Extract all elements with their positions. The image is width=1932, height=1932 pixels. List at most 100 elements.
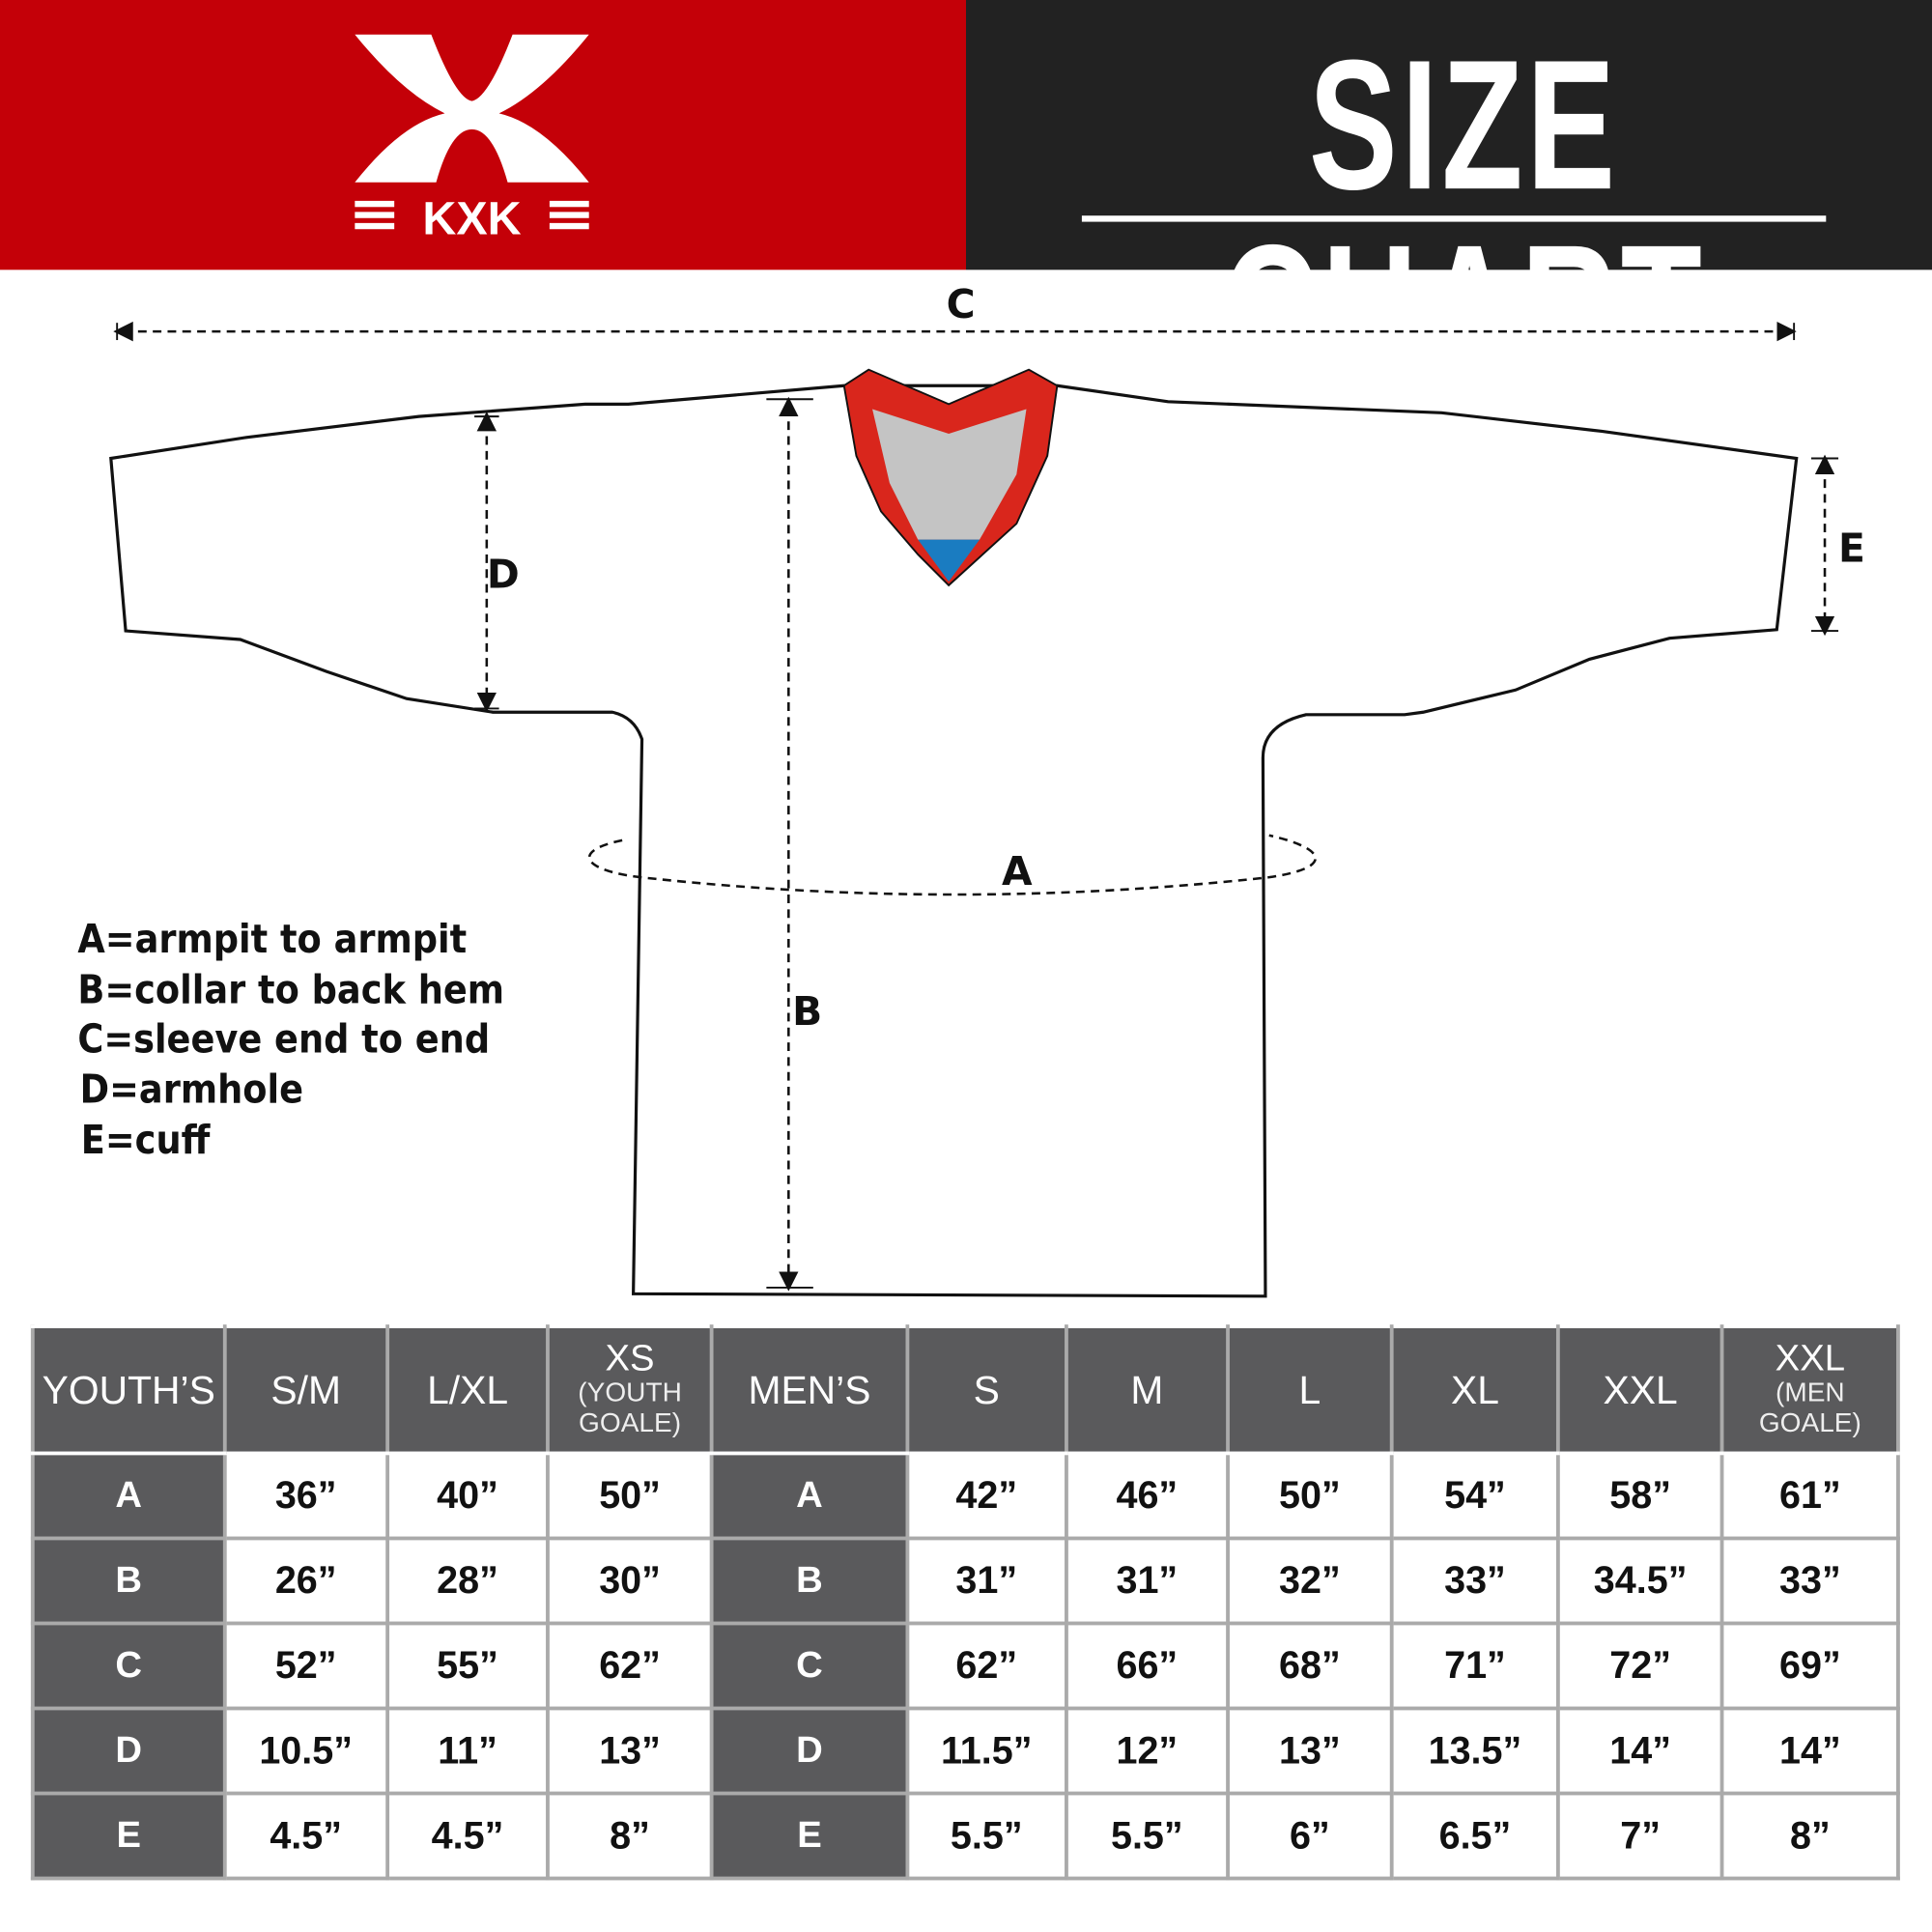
men-size-cell: 8” — [1719, 1791, 1900, 1881]
row-label-men: D — [709, 1706, 910, 1796]
column-header: M — [1064, 1324, 1231, 1456]
column-header-sublabel: (MEN — [1775, 1376, 1845, 1407]
row-label-youth: C — [30, 1621, 227, 1711]
men-size-cell: 54” — [1389, 1451, 1561, 1541]
men-size-cell: 66” — [1064, 1621, 1231, 1711]
men-size-cell: 7” — [1556, 1791, 1724, 1881]
page-title: SIZE CHART — [1222, 20, 1706, 413]
column-header: XS (YOUTH GOALE) — [546, 1324, 714, 1456]
men-size-cell: 69” — [1719, 1621, 1900, 1711]
men-size-cell: 62” — [905, 1621, 1068, 1711]
men-size-cell: 42” — [905, 1451, 1068, 1541]
table-row: C 52” 55” 62” C 62” 66” 68” 71” 72” 69” — [30, 1621, 1900, 1711]
men-size-cell: 58” — [1556, 1451, 1724, 1541]
row-label-youth: A — [30, 1451, 227, 1541]
title-underline — [1081, 215, 1827, 222]
men-size-cell: 12” — [1064, 1706, 1231, 1796]
legend-item: A=armpit to armpit — [77, 915, 468, 963]
youth-size-cell: 50” — [546, 1451, 714, 1541]
men-size-cell: 14” — [1556, 1706, 1724, 1796]
row-label-men: A — [709, 1451, 910, 1541]
youth-size-cell: 55” — [384, 1621, 551, 1711]
legend-item: B=collar to back hem — [77, 965, 505, 1013]
column-header: XXL — [1556, 1324, 1724, 1456]
youth-size-cell: 4.5” — [222, 1791, 389, 1881]
men-size-cell: 61” — [1719, 1451, 1900, 1541]
column-header-label: L/XL — [427, 1367, 509, 1412]
brand-banner: KXK — [0, 0, 966, 270]
measurement-legend: A=armpit to armpit B=collar to back hem … — [77, 914, 504, 1165]
column-header: MEN’S — [709, 1324, 910, 1456]
table-row: D 10.5” 11” 13” D 11.5” 12” 13” 13.5” 14” 14” — [30, 1706, 1900, 1796]
column-header-label: YOUTH’S — [42, 1367, 215, 1412]
column-header-label: XS — [605, 1338, 655, 1379]
table-row: A 36” 40” 50” A 42” 46” 50” 54” 58” 61” — [30, 1451, 1900, 1541]
men-size-cell: 72” — [1556, 1621, 1724, 1711]
column-header-label: S/M — [270, 1367, 341, 1412]
jersey-outline — [109, 384, 1799, 1298]
column-header-label: L — [1298, 1367, 1321, 1412]
men-size-cell: 5.5” — [905, 1791, 1068, 1881]
title-banner — [965, 0, 1932, 270]
row-label-youth: B — [30, 1536, 227, 1626]
legend-item: E=cuff — [80, 1116, 211, 1163]
column-header-sublabel: GOALE) — [579, 1406, 682, 1438]
table-row: B 26” 28” 30” B 31” 31” 32” 33” 34.5” 33” — [30, 1536, 1900, 1626]
men-size-cell: 6” — [1226, 1791, 1394, 1881]
men-size-cell: 71” — [1389, 1621, 1561, 1711]
legend-item: C=sleeve end to end — [77, 1015, 491, 1064]
column-header: XXL (MEN GOALE) — [1719, 1324, 1900, 1456]
youth-size-cell: 8” — [546, 1791, 714, 1881]
men-size-cell: 13.5” — [1389, 1706, 1561, 1796]
men-size-cell: 6.5” — [1389, 1791, 1561, 1881]
column-header: S — [905, 1324, 1068, 1456]
men-size-cell: 33” — [1719, 1536, 1900, 1626]
size-table: YOUTH’S S/M L/XL XS (YOUTH GOALE) MEN’S S M L XL XX… — [30, 1324, 1900, 1881]
youth-size-cell: 11” — [384, 1706, 551, 1796]
dimension-a-line — [587, 834, 1317, 896]
dimension-b-label: B — [792, 987, 823, 1036]
kxk-logo: KXK — [355, 34, 589, 244]
men-size-cell: 31” — [905, 1536, 1068, 1626]
youth-size-cell: 4.5” — [384, 1791, 551, 1881]
column-header: XL — [1389, 1324, 1561, 1456]
column-header-sublabel: (YOUTH — [578, 1376, 682, 1407]
men-size-cell: 13” — [1226, 1706, 1394, 1796]
dimension-d-label: D — [486, 551, 520, 598]
column-header-label: XXL — [1775, 1338, 1846, 1379]
collar — [842, 368, 1059, 587]
column-header-label: S — [973, 1367, 1000, 1412]
column-header: S/M — [222, 1324, 389, 1456]
column-header-label: XXL — [1603, 1367, 1678, 1412]
men-size-cell: 31” — [1064, 1536, 1231, 1626]
dimension-c-label: C — [946, 280, 976, 328]
table-row: E 4.5” 4.5” 8” E 5.5” 5.5” 6” 6.5” 7” 8” — [30, 1791, 1900, 1881]
column-header: L — [1226, 1324, 1394, 1456]
column-header-label: XL — [1450, 1367, 1499, 1412]
youth-size-cell: 40” — [384, 1451, 551, 1541]
column-header-label: M — [1130, 1367, 1164, 1412]
men-size-cell: 68” — [1226, 1621, 1394, 1711]
youth-size-cell: 36” — [222, 1451, 389, 1541]
men-size-cell: 46” — [1064, 1451, 1231, 1541]
legend-item: D=armhole — [79, 1065, 304, 1113]
men-size-cell: 50” — [1226, 1451, 1394, 1541]
youth-size-cell: 62” — [546, 1621, 714, 1711]
men-size-cell: 5.5” — [1064, 1791, 1231, 1881]
row-label-youth: D — [30, 1706, 227, 1796]
row-label-men: E — [709, 1791, 910, 1881]
logo-text: KXK — [422, 192, 521, 244]
men-size-cell: 33” — [1389, 1536, 1561, 1626]
men-size-cell: 34.5” — [1556, 1536, 1724, 1626]
column-header: L/XL — [384, 1324, 551, 1456]
men-size-cell: 14” — [1719, 1706, 1900, 1796]
row-label-men: C — [709, 1621, 910, 1711]
dimension-e-label: E — [1838, 525, 1865, 572]
youth-size-cell: 30” — [546, 1536, 714, 1626]
row-label-youth: E — [30, 1791, 227, 1881]
youth-size-cell: 26” — [222, 1536, 389, 1626]
youth-size-cell: 13” — [546, 1706, 714, 1796]
row-label-men: B — [709, 1536, 910, 1626]
dimension-a-label: A — [1001, 847, 1033, 895]
